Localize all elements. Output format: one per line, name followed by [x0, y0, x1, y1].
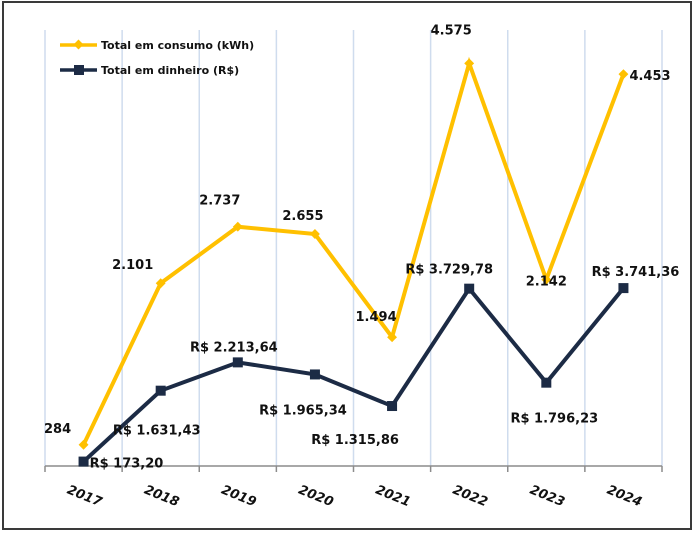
- data-point-dinheiro: [78, 456, 89, 467]
- data-label-dinheiro: R$ 3.729,78: [405, 263, 493, 278]
- x-tick-label: 2024: [605, 483, 644, 510]
- data-point-consumo: [464, 58, 475, 69]
- x-tick-label: 2021: [373, 483, 412, 510]
- data-point-dinheiro: [618, 283, 629, 294]
- data-label-consumo: 2.655: [282, 209, 323, 224]
- data-label-consumo: 1.494: [356, 310, 397, 325]
- data-point-consumo: [541, 274, 552, 285]
- legend-label-dinheiro: Total em dinheiro (R$): [101, 64, 239, 77]
- legend-marker-square: [74, 65, 84, 75]
- gridlines: [44, 30, 663, 466]
- data-labels: 284 2.101 2.737 2.655 1.494 4.575 2.142 4.453 R$…: [44, 23, 679, 471]
- data-label-dinheiro: R$ 1.965,34: [259, 403, 347, 418]
- series-line-consumo: [81, 56, 626, 446]
- legend-label-consumo: Total em consumo (kWh): [101, 39, 254, 52]
- data-label-consumo: 4.453: [629, 69, 670, 84]
- x-tick-label: 2020: [296, 483, 335, 510]
- data-label-consumo: 2.142: [526, 275, 567, 290]
- legend-item-consumo: Total em consumo (kWh): [60, 39, 254, 52]
- data-point-dinheiro: [232, 357, 243, 368]
- x-tick-label: 2022: [450, 483, 489, 510]
- x-tick-label: 2023: [528, 483, 567, 510]
- legend-item-dinheiro: Total em dinheiro (R$): [60, 64, 239, 77]
- x-axis: 2017 2018 2019 2020 2021 2022 2023 2024: [44, 465, 663, 511]
- x-tick-label: 2017: [65, 483, 105, 511]
- data-label-dinheiro: R$ 1.315,86: [311, 433, 399, 448]
- data-label-consumo: 4.575: [431, 23, 472, 38]
- data-point-consumo: [232, 221, 243, 232]
- legend-marker-diamond: [73, 39, 84, 50]
- data-label-consumo: 2.101: [112, 258, 153, 273]
- data-point-consumo: [155, 278, 166, 289]
- x-tick-label: 2019: [219, 483, 258, 510]
- data-label-dinheiro: R$ 173,20: [90, 457, 164, 472]
- data-label-consumo: 284: [44, 422, 71, 437]
- data-point-consumo: [618, 69, 629, 80]
- legend: Total em consumo (kWh) Total em dinheiro…: [60, 39, 254, 77]
- data-label-dinheiro: R$ 1.796,23: [510, 412, 598, 427]
- data-point-consumo: [309, 229, 320, 239]
- series-line-dinheiro: [82, 285, 625, 464]
- data-point-dinheiro: [541, 377, 552, 388]
- data-label-dinheiro: R$ 1.631,43: [113, 424, 201, 439]
- data-point-dinheiro: [155, 385, 166, 396]
- data-point-dinheiro: [387, 401, 398, 412]
- data-point-consumo: [387, 332, 398, 343]
- data-point-dinheiro: [309, 369, 320, 380]
- data-point-dinheiro: [464, 283, 475, 294]
- data-label-dinheiro: R$ 3.741,36: [592, 265, 680, 280]
- series-layer: [78, 56, 629, 467]
- chart-frame: [2, 1, 692, 530]
- x-tick-label: 2018: [142, 483, 181, 510]
- data-label-consumo: 2.737: [199, 194, 240, 209]
- data-label-dinheiro: R$ 2.213,64: [190, 340, 278, 355]
